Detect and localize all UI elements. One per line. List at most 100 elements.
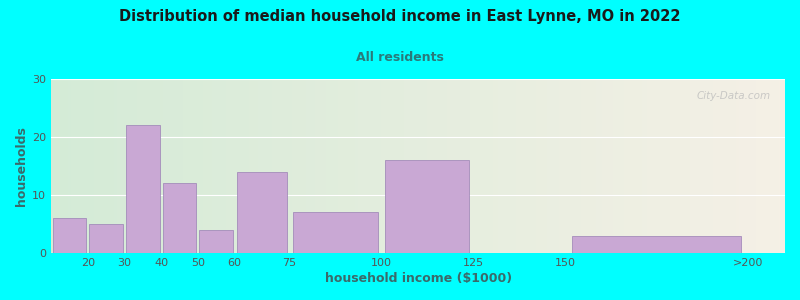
Bar (158, 79, 160, 253)
Bar (444, 79, 446, 253)
Bar (209, 79, 212, 253)
Bar (602, 79, 605, 253)
Bar (667, 79, 670, 253)
Bar (415, 79, 418, 253)
Bar (418, 79, 421, 253)
Bar (326, 79, 330, 253)
Bar (777, 79, 779, 253)
Bar (199, 230, 233, 253)
Bar (166, 79, 169, 253)
Bar (269, 79, 272, 253)
Bar (298, 79, 301, 253)
Bar (137, 79, 140, 253)
Bar (441, 79, 444, 253)
Bar (189, 79, 192, 253)
Bar (266, 79, 269, 253)
Bar (384, 79, 386, 253)
Bar (687, 79, 690, 253)
Bar (587, 79, 590, 253)
Bar (410, 79, 412, 253)
Bar (625, 79, 627, 253)
Bar (303, 79, 306, 253)
Bar (143, 79, 146, 253)
Bar (484, 79, 487, 253)
Bar (312, 79, 315, 253)
Bar (66, 79, 68, 253)
Bar (670, 79, 674, 253)
Bar (57, 79, 60, 253)
Bar (370, 79, 372, 253)
Bar (355, 79, 358, 253)
Bar (639, 79, 642, 253)
Bar (86, 79, 89, 253)
Bar (455, 79, 458, 253)
Bar (323, 79, 326, 253)
Bar (120, 79, 123, 253)
Bar (685, 79, 687, 253)
Bar (739, 79, 742, 253)
Bar (97, 79, 100, 253)
Bar (206, 79, 209, 253)
Bar (596, 79, 598, 253)
Bar (630, 79, 633, 253)
Bar (533, 79, 536, 253)
Bar (386, 79, 390, 253)
Bar (238, 79, 240, 253)
Bar (254, 79, 258, 253)
Bar (358, 79, 361, 253)
Bar (759, 79, 762, 253)
Bar (289, 79, 292, 253)
Bar (728, 79, 730, 253)
Bar (446, 79, 450, 253)
Bar (433, 79, 435, 253)
Bar (330, 79, 332, 253)
Bar (364, 79, 366, 253)
Bar (504, 79, 507, 253)
Bar (524, 79, 527, 253)
Bar (77, 79, 80, 253)
Bar (258, 79, 261, 253)
Text: All residents: All residents (356, 51, 444, 64)
Bar (234, 79, 238, 253)
Bar (146, 79, 149, 253)
Bar (71, 79, 74, 253)
Bar (745, 79, 748, 253)
Bar (126, 79, 129, 253)
Bar (54, 79, 57, 253)
Bar (542, 79, 544, 253)
Bar (467, 79, 470, 253)
Bar (550, 79, 553, 253)
Bar (582, 79, 584, 253)
Bar (149, 79, 151, 253)
Bar (395, 79, 398, 253)
Bar (478, 79, 481, 253)
Bar (375, 79, 378, 253)
Bar (335, 79, 338, 253)
Bar (51, 79, 54, 253)
Bar (341, 79, 343, 253)
Bar (748, 79, 750, 253)
Bar (708, 79, 710, 253)
Bar (295, 79, 298, 253)
Bar (278, 79, 281, 253)
Bar (321, 79, 323, 253)
Bar (699, 79, 702, 253)
Bar (309, 79, 312, 253)
Bar (80, 79, 82, 253)
Bar (513, 79, 515, 253)
Bar (111, 79, 114, 253)
Bar (682, 79, 685, 253)
Bar (100, 79, 102, 253)
Bar (593, 79, 596, 253)
Bar (412, 79, 415, 253)
Bar (679, 79, 682, 253)
Bar (605, 79, 607, 253)
Bar (171, 79, 174, 253)
Bar (401, 79, 404, 253)
Bar (572, 236, 741, 253)
Bar (507, 79, 510, 253)
Bar (218, 79, 220, 253)
Bar (89, 79, 91, 253)
X-axis label: household income ($1000): household income ($1000) (325, 272, 512, 285)
Bar (90, 224, 123, 253)
